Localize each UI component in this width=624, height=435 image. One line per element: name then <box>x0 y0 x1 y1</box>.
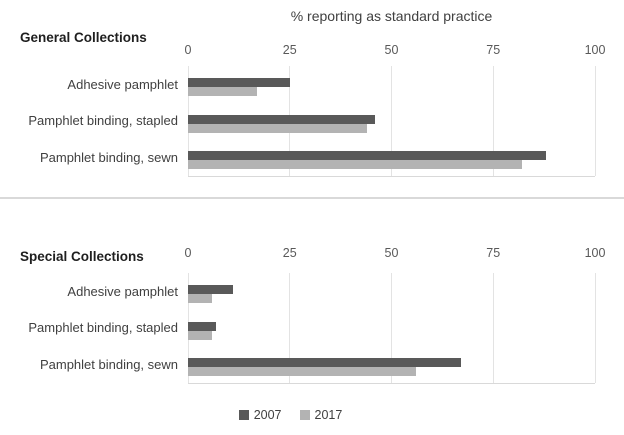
axis-tick-label: 100 <box>584 43 606 57</box>
legend-label-2007: 2007 <box>253 408 282 422</box>
category-labels-general: Adhesive pamphlet Pamphlet binding, stapl… <box>0 66 178 176</box>
category-label: Pamphlet binding, sewn <box>39 149 178 165</box>
plot-area-special <box>187 273 596 384</box>
category-label: Pamphlet binding, sewn <box>39 356 178 372</box>
legend-item-2007: 2007 <box>238 408 282 422</box>
bar-2007 <box>188 358 461 368</box>
category-label: Pamphlet binding, stapled <box>28 320 178 336</box>
category-label: Adhesive pamphlet <box>67 283 178 299</box>
bar-row <box>188 103 595 140</box>
bar-2007 <box>188 114 376 124</box>
plot-area-general <box>187 66 596 177</box>
bar-2007 <box>188 285 233 295</box>
axis-tick-label: 50 <box>384 43 399 57</box>
gridline <box>391 273 392 383</box>
bar-2007 <box>188 321 217 331</box>
bar-2007 <box>188 78 290 88</box>
axis-tick-label: 100 <box>584 246 606 260</box>
section-header-special: Special Collections <box>20 249 144 264</box>
bar-2017 <box>188 330 213 340</box>
bar-row <box>188 346 595 383</box>
bar-row <box>188 310 595 347</box>
chart-legend: 2007 2017 <box>0 408 581 422</box>
bar-pair <box>188 358 595 377</box>
bar-2017 <box>188 367 416 377</box>
axis-tick-row-general: 0 25 50 75 100 <box>0 43 624 59</box>
bar-2017 <box>188 123 368 133</box>
axis-tick-label: 25 <box>282 43 297 57</box>
gridline <box>492 66 494 176</box>
gridline <box>594 66 596 176</box>
bar-2007 <box>188 151 547 161</box>
bar-pair <box>188 321 595 340</box>
category-label: Pamphlet binding, stapled <box>28 113 178 129</box>
bar-pair <box>188 114 595 133</box>
gridline <box>391 66 392 176</box>
section-header-general: General Collections <box>20 30 147 45</box>
bar-row <box>188 139 595 176</box>
gridline <box>289 273 291 383</box>
axis-tick-label: 50 <box>384 246 399 260</box>
axis-tick-label: 75 <box>486 246 501 260</box>
bar-pair <box>188 285 595 304</box>
bar-row <box>188 273 595 310</box>
axis-tick-label: 0 <box>184 246 192 260</box>
legend-item-2017: 2017 <box>299 408 343 422</box>
chart-title: % reporting as standard practice <box>290 8 493 24</box>
gridline <box>492 273 494 383</box>
bar-pair <box>188 78 595 97</box>
category-label: Adhesive pamphlet <box>67 76 178 92</box>
axis-tick-label: 75 <box>486 43 501 57</box>
axis-tick-label: 0 <box>184 43 192 57</box>
legend-swatch-2017-icon <box>299 410 310 420</box>
legend-label-2017: 2017 <box>314 408 343 422</box>
category-labels-special: Adhesive pamphlet Pamphlet binding, stapl… <box>0 273 178 383</box>
bar-row <box>188 66 595 103</box>
bar-2017 <box>188 160 522 170</box>
axis-tick-label: 25 <box>282 246 297 260</box>
legend-swatch-2007-icon <box>238 410 249 420</box>
section-divider <box>0 197 624 199</box>
bar-pair <box>188 151 595 170</box>
bar-2017 <box>188 294 213 304</box>
bar-2017 <box>188 87 258 97</box>
gridline <box>594 273 596 383</box>
axis-tick-row-special: 0 25 50 75 100 <box>0 246 624 262</box>
